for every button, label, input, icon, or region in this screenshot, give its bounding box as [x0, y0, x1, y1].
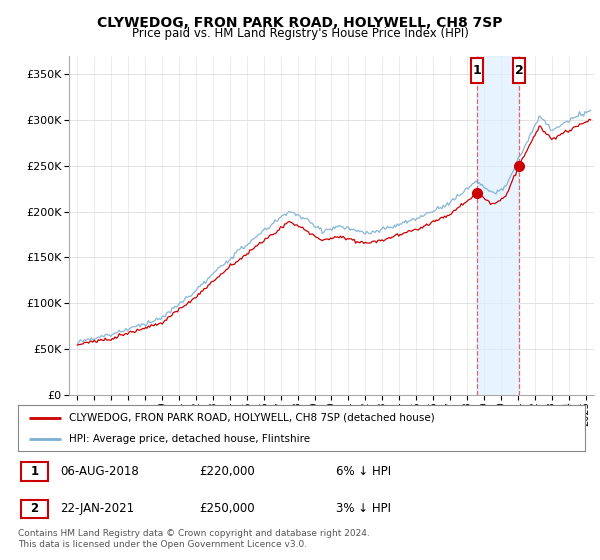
Text: 1: 1: [31, 465, 38, 478]
Text: 1: 1: [473, 64, 482, 77]
Text: CLYWEDOG, FRON PARK ROAD, HOLYWELL, CH8 7SP (detached house): CLYWEDOG, FRON PARK ROAD, HOLYWELL, CH8 …: [69, 413, 435, 423]
Bar: [513, 58, 525, 83]
Bar: [477, 56, 519, 395]
Text: 6% ↓ HPI: 6% ↓ HPI: [335, 465, 391, 478]
Text: 3% ↓ HPI: 3% ↓ HPI: [335, 502, 391, 515]
Text: HPI: Average price, detached house, Flintshire: HPI: Average price, detached house, Flin…: [69, 435, 310, 444]
Text: Contains HM Land Registry data © Crown copyright and database right 2024.
This d: Contains HM Land Registry data © Crown c…: [18, 529, 370, 549]
Bar: [21, 500, 48, 518]
Text: £250,000: £250,000: [199, 502, 255, 515]
Text: 22-JAN-2021: 22-JAN-2021: [61, 502, 134, 515]
Text: £220,000: £220,000: [199, 465, 255, 478]
Text: CLYWEDOG, FRON PARK ROAD, HOLYWELL, CH8 7SP: CLYWEDOG, FRON PARK ROAD, HOLYWELL, CH8 …: [97, 16, 503, 30]
Bar: [471, 58, 483, 83]
Text: 06-AUG-2018: 06-AUG-2018: [61, 465, 139, 478]
Text: 2: 2: [31, 502, 38, 515]
Bar: [21, 463, 48, 481]
Text: Price paid vs. HM Land Registry's House Price Index (HPI): Price paid vs. HM Land Registry's House …: [131, 27, 469, 40]
Text: 2: 2: [515, 64, 523, 77]
